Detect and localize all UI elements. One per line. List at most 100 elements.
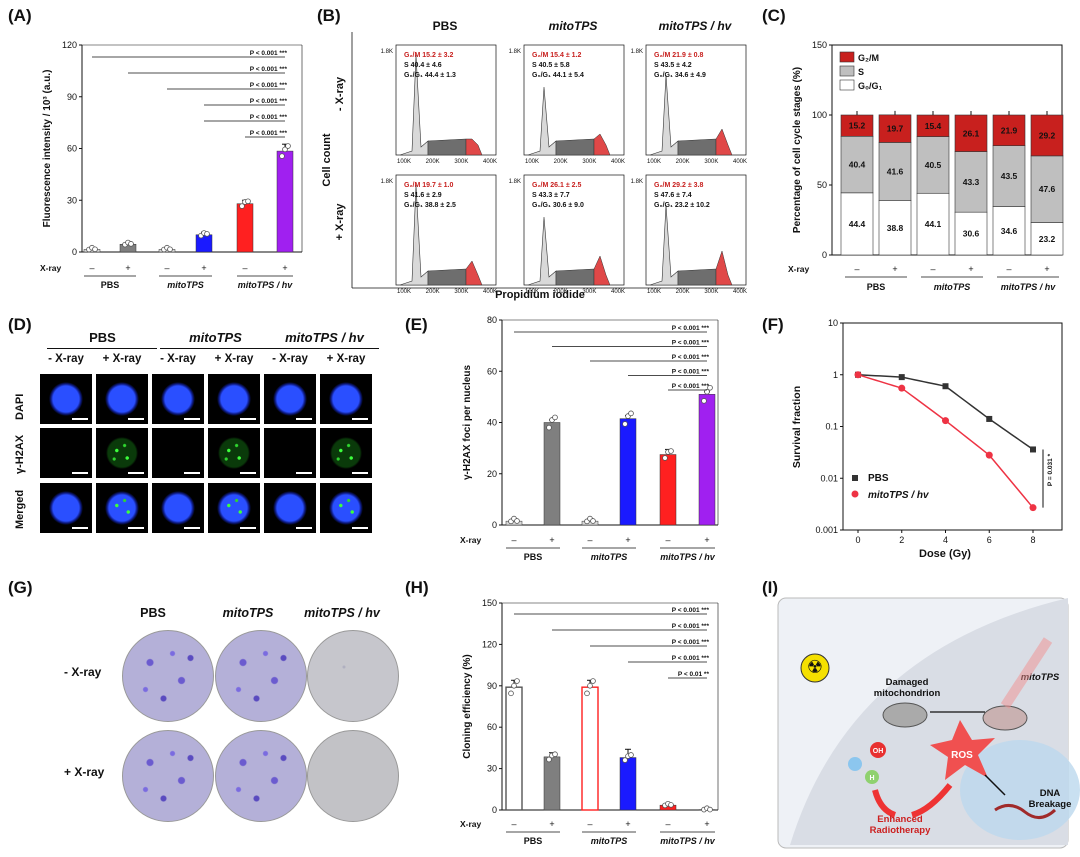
g0g1-stat: G₀/G₁ 23.2 ± 10.2 (654, 202, 710, 209)
s-stat: S 41.6 ± 2.9 (404, 192, 442, 199)
g0g1-segment (1030, 222, 1064, 256)
legend-label: G₂/M (858, 53, 879, 63)
g0g1-value: 44.1 (925, 219, 942, 229)
panel-label-a: (A) (8, 6, 32, 25)
x-tick-label: 200K (554, 159, 568, 165)
microscopy-tile (152, 483, 204, 533)
x-ray-sign: – (1006, 264, 1011, 274)
y-tick-label: 1.8K (381, 49, 393, 55)
data-point (662, 455, 668, 461)
g0g1-segment (878, 200, 912, 256)
significance-label: P = 0.031 * (1047, 453, 1054, 486)
s-stat: S 40.5 ± 5.8 (532, 62, 570, 69)
data-point (587, 682, 593, 689)
g0g1-segment (916, 192, 950, 256)
scale-bar (184, 418, 200, 420)
x-tick-label: 200K (676, 289, 690, 295)
g2m-segment (878, 114, 912, 143)
microscopy-tile (264, 374, 316, 424)
microscopy-group-header: mitoTPS (189, 330, 242, 345)
s-stat: S 40.4 ± 4.6 (404, 62, 442, 69)
group-label: PBS (524, 836, 543, 846)
y-tick-label: 1.8K (381, 179, 393, 185)
legend-label: G₀/G₁ (858, 81, 883, 91)
group-label: mitoTPS (167, 280, 204, 290)
microscopy-col-header: + X-ray (102, 353, 142, 365)
mitotps-label: mitoTPS (1021, 672, 1060, 683)
microscopy-tile (264, 483, 316, 533)
y-tick-label: 1.8K (631, 49, 643, 55)
s-segment (954, 151, 988, 213)
x-tick-label: 400K (733, 159, 747, 165)
dish-column-header: mitoTPS / hv (304, 606, 380, 620)
data-point (245, 198, 251, 205)
legend-marker (852, 475, 858, 481)
x-tick-label: 100K (397, 159, 411, 165)
data-point (167, 246, 173, 253)
column-header: mitoTPS / hv (659, 19, 733, 33)
y-tick-label: 1.8K (509, 49, 521, 55)
culture-dish (215, 730, 307, 822)
radiation-symbol: ☢ (807, 657, 823, 677)
x-tick-label: 2 (899, 535, 904, 545)
panel-label-b: (B) (317, 6, 341, 25)
panel-label-c: (C) (762, 6, 786, 25)
x-axis-title: Dose (Gy) (919, 548, 971, 560)
significance-label: P < 0.001 *** (250, 130, 288, 137)
x-tick-label: 400K (611, 159, 625, 165)
x-tick-label: 200K (676, 159, 690, 165)
y-tick-label: 50 (817, 180, 827, 190)
dish-row-label: - X-ray (64, 665, 102, 679)
scale-bar (72, 527, 88, 529)
significance-label: P < 0.001 *** (672, 639, 710, 646)
microscopy-group-header: PBS (89, 330, 116, 345)
group-label: mitoTPS (591, 552, 628, 562)
data-point (704, 388, 710, 395)
culture-dish (215, 630, 307, 722)
significance-label: P < 0.001 *** (250, 66, 288, 73)
g0g1-stat: G₀/G₁ 34.6 ± 4.9 (654, 72, 706, 79)
radiotherapy-label: Radiotherapy (870, 825, 931, 836)
x-tick-label: 8 (1030, 535, 1035, 545)
data-point (546, 424, 552, 431)
x-ray-sign: – (89, 263, 94, 273)
dna-label: DNA (1040, 788, 1061, 799)
data-point (590, 678, 596, 684)
microscopy-col-header: + X-ray (326, 353, 366, 365)
x-ray-sign: + (549, 535, 554, 545)
g2m-stat: G₂/M 19.7 ± 1.0 (404, 182, 453, 189)
y-tick-label: 0 (492, 805, 497, 815)
scale-bar (352, 418, 368, 420)
data-point (584, 690, 590, 697)
g2m-peak (593, 133, 611, 156)
x-ray-sign: + (125, 263, 130, 273)
panel-label-e: (E) (405, 315, 428, 334)
x-ray-sign: – (665, 819, 670, 829)
x-ray-sign: – (164, 263, 169, 273)
s-segment (916, 136, 950, 194)
group-label: mitoTPS / hv (238, 280, 294, 290)
panel-label-h: (H) (405, 578, 429, 597)
g0g1-value: 34.6 (1001, 226, 1018, 236)
data-point (622, 757, 628, 763)
x-ray-row-label: X-ray (788, 264, 810, 274)
scale-bar (128, 418, 144, 420)
y-tick-label: 30 (487, 764, 497, 774)
legend-marker (851, 490, 859, 498)
column-header: mitoTPS (549, 19, 598, 33)
g2m-segment (992, 114, 1026, 146)
s-value: 43.5 (1001, 171, 1018, 181)
data-point (628, 752, 634, 758)
y-tick-label: 40 (487, 418, 497, 428)
data-point (854, 371, 862, 379)
panel-label-i: (I) (762, 578, 779, 597)
ros-burst (930, 720, 995, 780)
g0g1-stat: G₀/G₁ 30.6 ± 9.0 (532, 202, 584, 209)
data-point (898, 374, 905, 381)
y-tick-label: 30 (67, 195, 77, 205)
y-tick-label: 80 (487, 315, 497, 325)
x-ray-sign: + (625, 819, 630, 829)
row-label: + X-ray (334, 203, 346, 241)
